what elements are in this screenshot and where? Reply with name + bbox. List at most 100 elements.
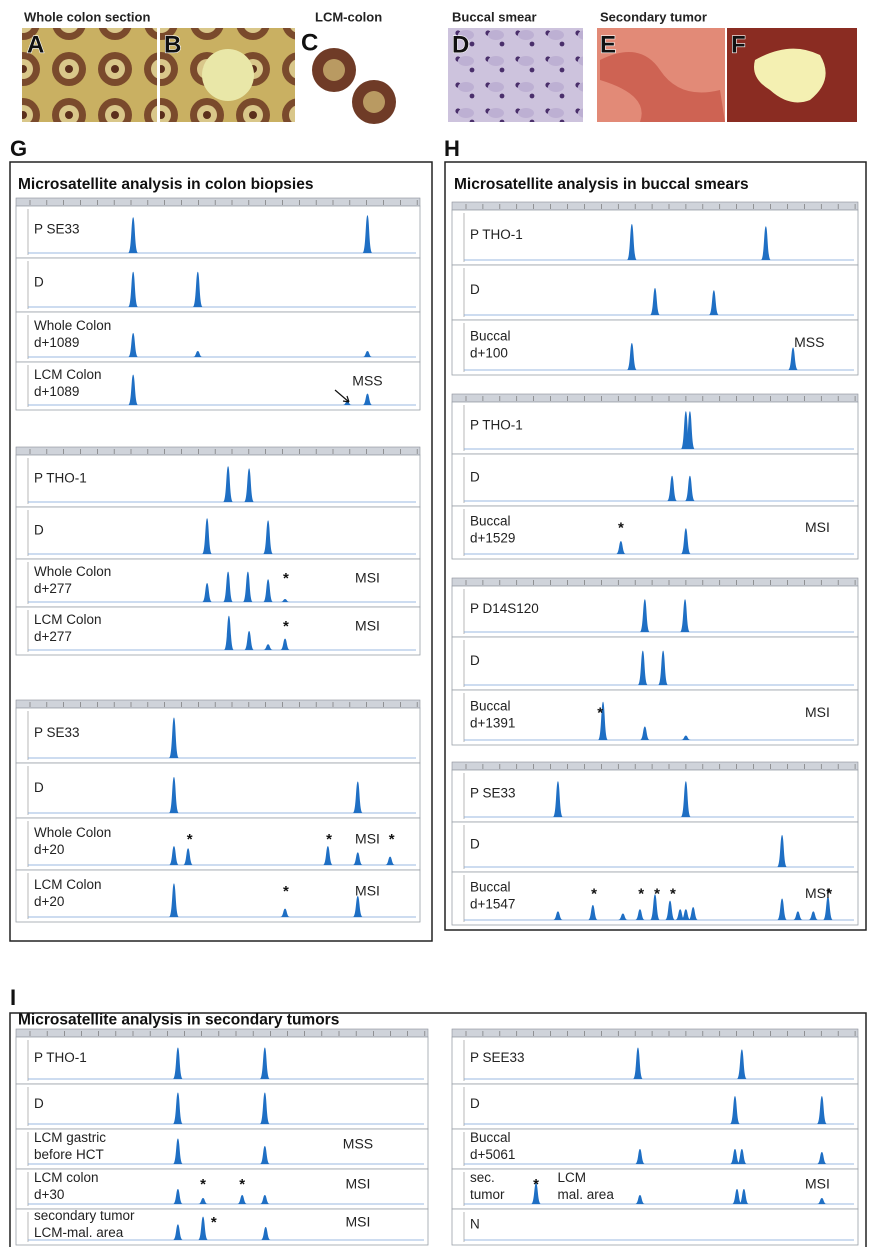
trace-row: D	[451, 453, 859, 507]
trace-row: D	[451, 821, 859, 873]
row-label: LCM-mal. area	[34, 1225, 124, 1240]
peak	[760, 226, 771, 260]
peak	[223, 571, 234, 602]
call-label: MSS	[794, 334, 824, 350]
trace-row: LCM colon d+30 MSI * *	[15, 1168, 429, 1210]
heading: Buccal smear	[452, 9, 537, 24]
peak	[172, 1224, 183, 1240]
peak	[263, 520, 274, 554]
peak	[736, 1049, 747, 1079]
row-label: Whole Colon	[34, 564, 111, 579]
peak	[237, 1195, 248, 1204]
peak	[729, 1096, 740, 1124]
peak	[168, 846, 179, 865]
size-ruler	[451, 201, 859, 211]
call-label: MSS	[352, 373, 382, 389]
peak	[172, 1047, 183, 1079]
peak	[777, 898, 788, 920]
panel-letter: B	[164, 31, 181, 58]
trace-row: Whole Colon d+20 MSI * * *	[15, 817, 421, 871]
size-ruler	[15, 197, 421, 207]
asterisk: *	[200, 1176, 206, 1193]
trace-panel	[15, 817, 421, 871]
asterisk: *	[670, 885, 676, 902]
trace-row: P SE33	[451, 769, 859, 823]
asterisk: *	[638, 885, 644, 902]
peak	[634, 1149, 645, 1164]
trace-panel	[15, 361, 421, 411]
trace-panel	[451, 585, 859, 638]
panel-letter: C	[301, 29, 318, 56]
row-label: Buccal	[470, 329, 511, 344]
panel-letter: H	[444, 136, 460, 161]
row-label: Buccal	[470, 514, 511, 529]
peak	[259, 1047, 270, 1079]
row-label: D	[470, 470, 480, 485]
peak	[632, 1047, 643, 1079]
trace-panel	[15, 1168, 429, 1210]
arrow	[334, 389, 350, 403]
trace-row: Whole Colon d+277 MSI *	[15, 558, 421, 608]
trace-panel	[451, 636, 859, 691]
row-label: D	[34, 275, 44, 290]
peak	[260, 1227, 271, 1240]
asterisk: *	[389, 831, 395, 848]
trace-panel	[451, 1083, 859, 1130]
peak	[168, 883, 179, 917]
peak	[128, 374, 139, 405]
row-label: d+20	[34, 842, 64, 857]
trace-row: secondary tumor LCM-mal. area MSI *	[15, 1208, 429, 1246]
row-label: LCM Colon	[34, 877, 102, 892]
peak	[615, 541, 626, 554]
call-label: MSI	[805, 885, 830, 901]
trace-row: D	[15, 762, 421, 819]
heading: Secondary tumor	[600, 9, 707, 24]
size-ruler	[15, 699, 421, 709]
peak	[637, 650, 648, 685]
trace-panel	[15, 257, 421, 313]
peak	[675, 909, 686, 920]
call-label: MSI	[355, 831, 380, 847]
peak	[684, 475, 695, 501]
peak	[634, 1195, 645, 1204]
peak	[552, 781, 563, 817]
image-a	[22, 28, 157, 122]
panel-letter: F	[731, 31, 746, 58]
peak	[362, 393, 373, 405]
call-label: MSI	[346, 1214, 371, 1230]
peak	[617, 913, 628, 920]
peak	[128, 217, 139, 253]
panel-box	[444, 161, 867, 931]
peak	[587, 904, 598, 920]
row-label: d+277	[34, 581, 72, 596]
panel-letter: E	[600, 31, 616, 58]
trace-panel	[15, 707, 421, 764]
trace-row: LCM Colon d+1089 MSS	[15, 361, 421, 411]
row-label: d+1529	[470, 531, 515, 546]
peak	[680, 909, 691, 920]
peak	[626, 343, 637, 370]
trace-row: P THO-1	[15, 454, 421, 508]
trace-row: P D14S120	[451, 585, 859, 638]
trace-row: P THO-1	[15, 1036, 429, 1085]
row-label: Whole Colon	[34, 318, 111, 333]
peak	[198, 1198, 209, 1204]
peak	[280, 908, 291, 917]
trace-panel	[451, 453, 859, 507]
peak	[658, 650, 669, 685]
call-label: MSI	[805, 704, 830, 720]
peak	[128, 333, 139, 357]
peak	[552, 911, 563, 920]
peak	[684, 411, 695, 449]
size-ruler	[451, 761, 859, 771]
row-label: tumor	[470, 1187, 505, 1202]
peak	[259, 1092, 270, 1124]
trace-panel	[15, 311, 421, 363]
row-label: D	[470, 282, 480, 297]
heading: LCM-colon	[315, 9, 382, 24]
asterisk: *	[826, 885, 832, 902]
size-ruler	[15, 446, 421, 456]
trace-row: D	[451, 636, 859, 691]
peak	[172, 1138, 183, 1164]
row-label: N	[470, 1217, 480, 1232]
